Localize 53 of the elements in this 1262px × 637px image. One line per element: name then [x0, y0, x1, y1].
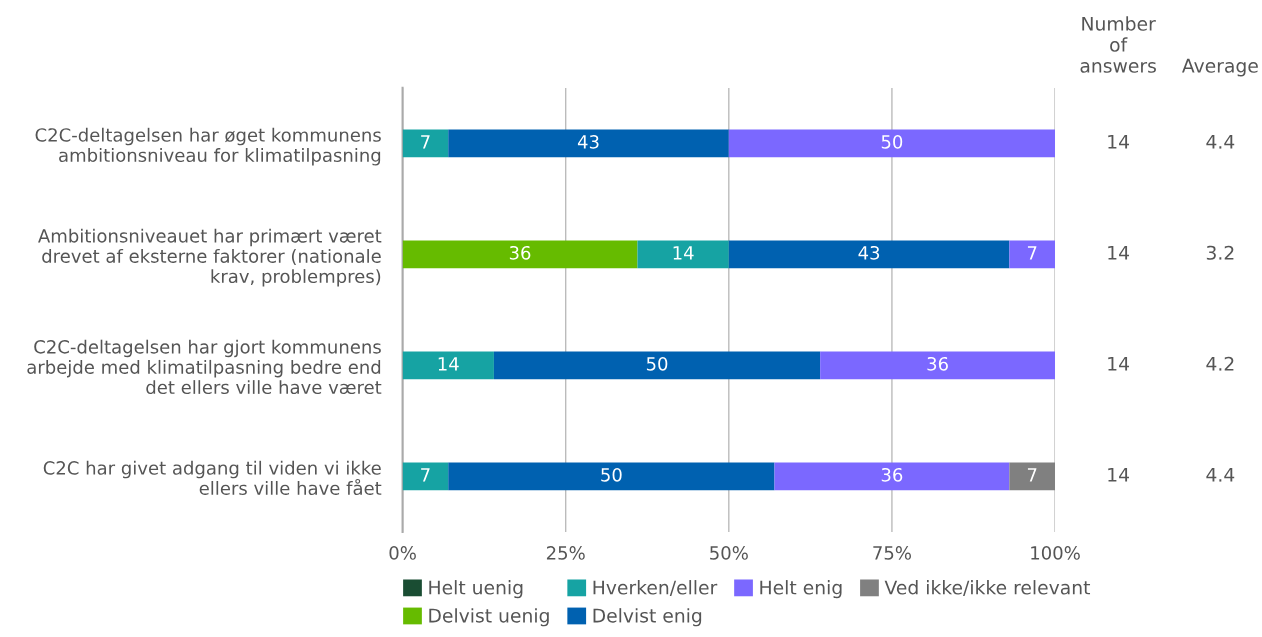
x-tick-label: 0% — [389, 546, 416, 560]
text: 14 — [1108, 134, 1130, 149]
text: 4.4 — [1206, 467, 1235, 482]
text: 14 — [1108, 467, 1130, 482]
data-label: 36 — [509, 245, 531, 260]
legend-label: Ved ikke/ikke relevant — [884, 580, 1091, 597]
x-tick-label: 50% — [710, 546, 748, 560]
legend-label: Helt enig — [760, 580, 842, 599]
legend-label: Hverken/eller — [593, 580, 718, 597]
x-tick-label: 100% — [1031, 546, 1080, 560]
data-label: 43 — [858, 245, 880, 260]
bar — [728, 240, 1010, 269]
text: 14 — [1108, 245, 1130, 260]
legend-label: Delvist uenig — [429, 608, 549, 627]
data-label: 36 — [927, 356, 948, 371]
bar — [1009, 240, 1056, 269]
bar — [820, 351, 1056, 380]
text: 4.4 — [1206, 134, 1235, 149]
bar — [448, 129, 729, 158]
text: 14 — [1108, 356, 1130, 371]
text: Average — [1182, 58, 1258, 77]
legend-label: Helt uenig — [429, 580, 523, 599]
data-label: 7 — [1027, 468, 1037, 482]
text: 3.2 — [1206, 245, 1234, 260]
data-label: 50 — [646, 356, 668, 371]
data-label: 50 — [601, 467, 622, 482]
bar — [402, 129, 449, 158]
y-tick-label: C2C-deltagelsen har øget kommunens ambitionsniveau for klimatilpasning — [35, 127, 381, 166]
data-label: 7 — [421, 135, 430, 149]
bar — [402, 462, 449, 491]
bar — [774, 462, 1010, 491]
text: 4.2 — [1206, 356, 1234, 371]
bar — [448, 462, 775, 491]
bar — [1009, 462, 1056, 491]
data-label: 14 — [673, 246, 694, 260]
data-label: 36 — [881, 467, 903, 482]
data-label: 7 — [1027, 246, 1037, 260]
bar — [402, 351, 494, 380]
bar — [728, 129, 1056, 158]
bar — [493, 351, 821, 380]
legend-label: Delvist enig — [593, 608, 702, 627]
data-label: 43 — [577, 134, 599, 149]
y-tick-label: Ambitionsniveauet har primært været drevet af eksterne faktorer (nationale krav, problempres) — [38, 228, 382, 287]
data-label: 50 — [881, 134, 903, 149]
text: Number of answers — [1080, 16, 1156, 73]
y-tick-label: C2C har givet adgang til viden vi ikke ellers ville have fået — [43, 460, 382, 495]
y-tick-label: C2C-deltagelsen har gjort kommunens arbejde med klimatilpasning bedre end det ellers ville have været — [27, 339, 382, 395]
bar — [637, 240, 729, 269]
x-tick-label: 25% — [546, 546, 585, 560]
data-label: 14 — [438, 357, 459, 371]
bar — [402, 240, 638, 269]
data-label: 7 — [421, 468, 430, 482]
x-tick-label: 75% — [873, 546, 911, 560]
